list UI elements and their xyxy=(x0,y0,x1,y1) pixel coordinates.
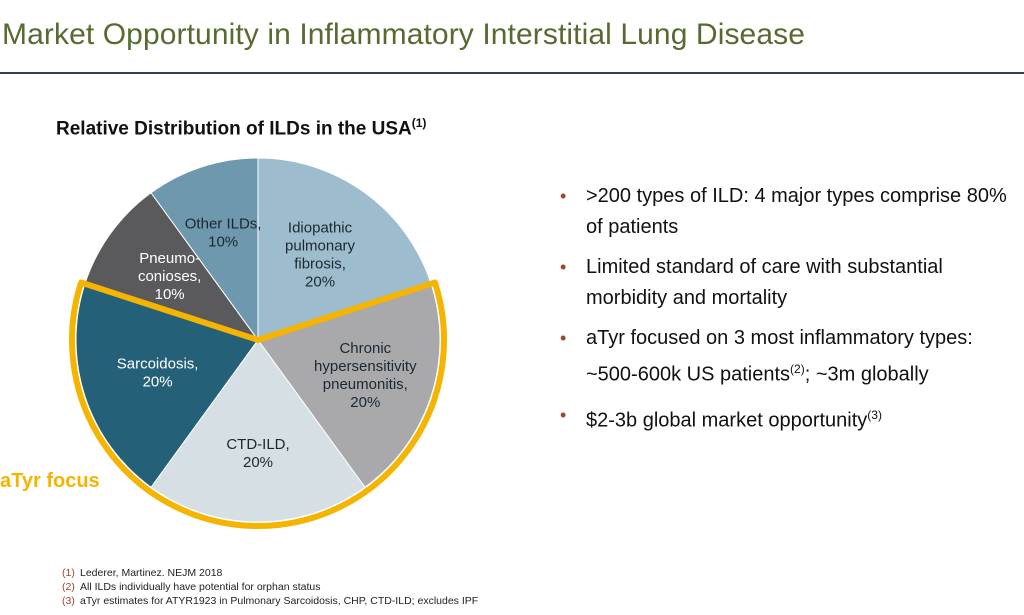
footnote-text: Lederer, Martinez. NEJM 2018 xyxy=(80,567,223,579)
slice-label: Pneumo-conioses, 10% xyxy=(138,250,201,303)
footnote: (3) aTyr estimates for ATYR1923 in Pulmon… xyxy=(62,594,478,608)
footnote-text: aTyr estimates for ATYR1923 in Pulmonary… xyxy=(80,595,479,607)
ild-pie-chart: Idiopathic pulmonary fibrosis, 20% Chronic hy… xyxy=(69,157,447,529)
slice-label: Chronic hypersensitivity pneumonitis, 20% xyxy=(314,340,417,411)
bullet-marker: • xyxy=(560,404,567,425)
footnote: (1) Lederer, Martinez. NEJM 2018 xyxy=(62,566,478,580)
bullet-text: $2-3b global market opportunity xyxy=(586,409,868,432)
bullet-ref: (3) xyxy=(867,407,882,422)
footnote-number: (3) xyxy=(62,595,75,607)
bullet-text: aTyr focused on 3 most inflammatory type… xyxy=(586,327,973,386)
chart-heading-text: Relative Distribution of ILDs in the USA xyxy=(56,118,412,140)
bullet-marker: • xyxy=(560,186,567,206)
bullet-text-tail: ; ~3m globally xyxy=(804,363,929,386)
pie-slice xyxy=(257,157,432,341)
pie-slice xyxy=(257,283,441,488)
bullet-item: • aTyr focused on 3 most inflammatory ty… xyxy=(560,323,1020,391)
slice-label: Other ILDs, 10% xyxy=(185,216,262,251)
pie-slice xyxy=(75,283,259,488)
chart-heading-ref: (1) xyxy=(411,116,427,130)
atyr-focus-label: aTyr focus xyxy=(0,470,100,492)
slice-label: Idiopathic pulmonary fibrosis, 20% xyxy=(285,220,356,291)
atyr-focus-outline xyxy=(69,279,447,529)
pie-slice xyxy=(84,192,260,341)
bullet-marker: • xyxy=(560,257,567,277)
slice-label: CTD-ILD, 20% xyxy=(226,436,289,471)
bullet-text: Limited standard of care with substantia… xyxy=(586,256,943,309)
footnote: (2) All ILDs individually have potential … xyxy=(62,580,478,594)
pie-slice xyxy=(150,339,366,523)
footnote-number: (1) xyxy=(62,567,75,579)
slice-label: Sarcoidosis, 20% xyxy=(117,356,199,391)
bullet-ref: (2) xyxy=(790,362,805,376)
bullet-item: • Limited standard of care with substant… xyxy=(560,252,1020,314)
bullet-item: • >200 types of ILD: 4 major types compr… xyxy=(560,181,1020,243)
footnotes: (1) Lederer, Martinez. NEJM 2018 (2) All I… xyxy=(62,566,478,608)
chart-heading: Relative Distribution of ILDs in the USA… xyxy=(56,116,426,140)
bullet-text: >200 types of ILD: 4 major types compris… xyxy=(586,185,1007,238)
bullet-list: • >200 types of ILD: 4 major types compr… xyxy=(560,181,1020,445)
pie-slice xyxy=(150,157,259,342)
title-divider xyxy=(0,72,1024,74)
bullet-marker: • xyxy=(560,328,567,348)
bullet-item: • $2-3b global market opportunity(3) xyxy=(560,400,1020,437)
footnote-text: All ILDs individually have potential for… xyxy=(80,581,321,593)
footnote-number: (2) xyxy=(62,581,75,593)
page-title: Market Opportunity in Inflammatory Inter… xyxy=(2,18,806,51)
